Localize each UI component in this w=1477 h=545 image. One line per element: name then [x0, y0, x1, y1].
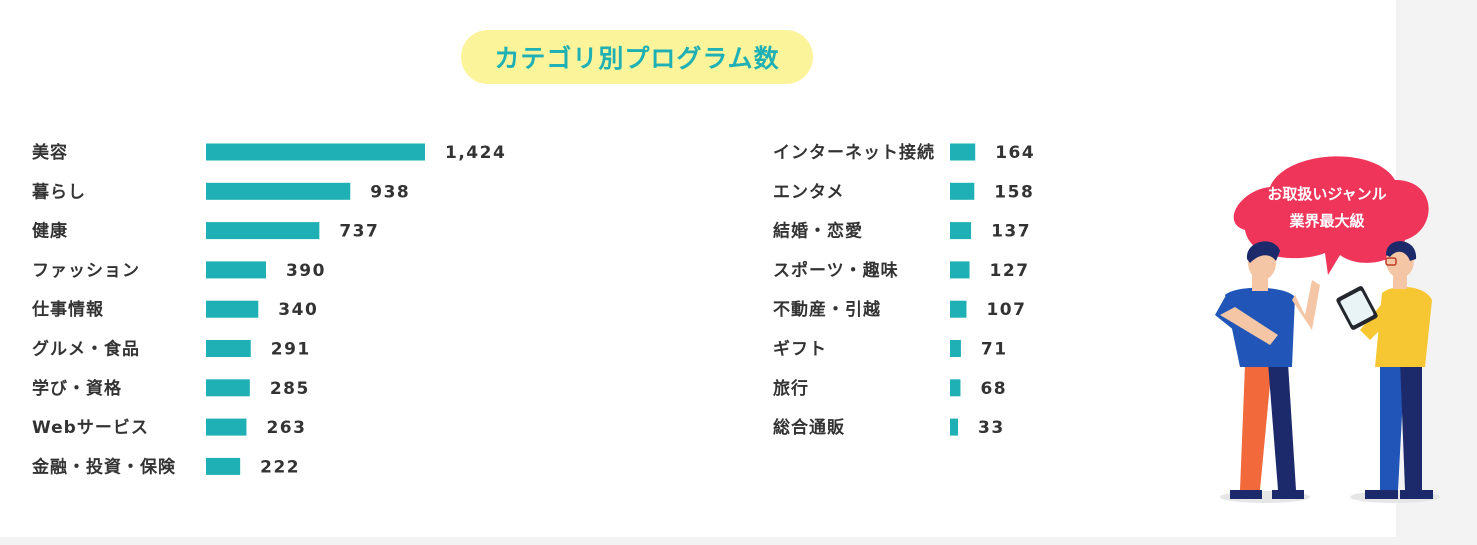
bubble-line-2: 業界最大級 — [1288, 212, 1364, 230]
chart-title-text: カテゴリ別プログラム数 — [494, 44, 780, 73]
bar — [206, 182, 351, 200]
value-label: 33 — [978, 418, 1005, 438]
value-label: 390 — [286, 261, 326, 281]
value-label: 1,424 — [445, 143, 506, 163]
category-label: 美容 — [32, 142, 68, 163]
man-left — [1215, 241, 1320, 499]
category-label: 総合通販 — [773, 417, 845, 438]
bar — [950, 261, 970, 279]
value-label: 340 — [278, 300, 318, 320]
bar — [206, 379, 250, 397]
bar — [950, 300, 967, 318]
value-label: 71 — [981, 340, 1008, 360]
bubble-line-1: お取扱いジャンル — [1267, 185, 1386, 203]
value-label: 737 — [339, 222, 379, 242]
bar — [950, 182, 975, 200]
category-label: ファッション — [32, 261, 140, 281]
category-label: 結婚・恋愛 — [773, 221, 863, 242]
category-label: グルメ・食品 — [32, 339, 140, 360]
category-label: 金融・投資・保険 — [31, 456, 176, 477]
bar — [206, 457, 241, 475]
bar — [206, 300, 259, 318]
bar — [206, 261, 266, 279]
category-label: 仕事情報 — [31, 299, 104, 320]
category-label: インターネット接続 — [773, 142, 935, 163]
value-label: 158 — [994, 182, 1034, 202]
category-label: 健康 — [32, 221, 68, 242]
category-label: ギフト — [773, 340, 827, 360]
value-label: 107 — [986, 300, 1026, 320]
value-label: 263 — [266, 418, 306, 438]
bar — [950, 340, 961, 357]
category-label: 旅行 — [773, 378, 809, 399]
value-label: 222 — [260, 457, 300, 477]
bar — [950, 379, 961, 397]
illustration-people-icon: お取扱いジャンル 業界最大級 — [1215, 156, 1440, 503]
category-label: エンタメ — [773, 182, 845, 202]
bar — [206, 340, 251, 357]
value-label: 164 — [995, 143, 1035, 163]
value-label: 127 — [990, 261, 1030, 281]
man-right — [1336, 241, 1433, 499]
bar — [950, 418, 958, 436]
value-label: 938 — [370, 182, 410, 202]
category-label: 学び・資格 — [32, 378, 122, 399]
category-label: 暮らし — [31, 181, 86, 202]
bar-chart: 美容 1,424 暮らし 938 健康 737 ファッション 390 仕事情報 340 グルメ・食品… — [31, 142, 1035, 477]
category-label: スポーツ・趣味 — [773, 260, 899, 281]
value-label: 291 — [271, 340, 311, 360]
value-label: 68 — [980, 379, 1007, 399]
chart-title: カテゴリ別プログラム数 — [461, 30, 813, 84]
value-label: 137 — [991, 222, 1031, 242]
bar — [206, 222, 320, 240]
category-label: 不動産・引越 — [773, 299, 881, 320]
speech-bubble: お取扱いジャンル 業界最大級 — [1233, 156, 1429, 275]
category-label: Webサービス — [32, 418, 149, 438]
bar — [206, 418, 247, 436]
bar — [206, 143, 425, 161]
bar — [950, 222, 972, 240]
bar — [950, 143, 976, 161]
value-label: 285 — [270, 379, 310, 399]
